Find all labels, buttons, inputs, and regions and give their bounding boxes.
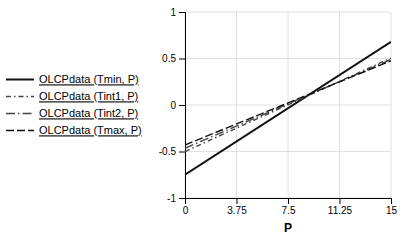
grid: [185, 12, 391, 198]
x-axis-tick-label: 11.25: [328, 205, 353, 216]
y-axis-tick-label: 0.5: [162, 53, 176, 64]
legend: OLCPdata (Tmin, P) OLCPdata (Tint1, P) OLC…: [6, 73, 142, 136]
legend-swatch: [6, 79, 34, 81]
legend-item: OLCPdata (Tmin, P): [6, 73, 139, 85]
y-axis-tick-label: -0.5: [159, 146, 177, 157]
x-axis-tick-label: 3.75: [227, 205, 247, 216]
x-axis-title: P: [284, 221, 292, 235]
y-axis-tick: 0.5: [162, 53, 185, 64]
y-axis-tick-mark: [179, 12, 185, 13]
y-axis-tick-mark: [179, 59, 185, 60]
x-axis-tick-label: 0: [183, 205, 189, 216]
x-axis-tick-mark: [340, 198, 341, 204]
legend-swatch: [6, 130, 34, 131]
y-axis-tick-label: 0: [170, 100, 176, 111]
y-axis-tick-label: 1: [170, 7, 176, 18]
y-axis-tick-mark: [179, 198, 185, 199]
x-axis-tick-label: 7.5: [282, 205, 296, 216]
grid-line: [185, 151, 391, 152]
x-axis-tick: 7.5: [282, 198, 296, 216]
x-axis-tick: 15: [386, 198, 398, 216]
x-axis-tick-label: 15: [386, 205, 398, 216]
series-line: [185, 42, 391, 175]
y-axis-tick: 1: [170, 7, 185, 18]
x-axis-tick-mark: [391, 198, 392, 204]
y-axis-tick-mark: [179, 152, 185, 153]
legend-label: OLCPdata (Tint2, P): [39, 107, 138, 119]
legend-swatch: [6, 96, 34, 97]
y-axis-tick: 0: [170, 100, 185, 111]
legend-swatch: [6, 113, 34, 114]
legend-item: OLCPdata (Tint1, P): [6, 90, 138, 102]
legend-item: OLCPdata (Tint2, P): [6, 107, 138, 119]
x-axis-tick: 11.25: [328, 198, 353, 216]
y-axis: -1 -0.5 0 0.5 1: [159, 7, 186, 204]
grid-line: [185, 12, 391, 13]
legend-item: OLCPdata (Tmax, P): [6, 124, 142, 136]
y-axis-tick: -1: [167, 193, 185, 204]
legend-label: OLCPdata (Tmin, P): [39, 73, 139, 85]
y-axis-tick-label: -1: [167, 193, 176, 204]
plot: 0 3.75 7.5 11.25 15 -1 -0.5 0 0.5 1: [159, 7, 398, 216]
chart: 0 3.75 7.5 11.25 15 -1 -0.5 0 0.5 1 P OLCPdata (Tmi…: [0, 0, 407, 238]
grid-line: [185, 58, 391, 59]
series-line: [185, 61, 391, 145]
y-axis-tick-mark: [179, 105, 185, 106]
legend-label: OLCPdata (Tmax, P): [39, 124, 142, 136]
x-axis-tick: 3.75: [227, 198, 247, 216]
lines: [185, 42, 391, 175]
x-axis-line: [186, 199, 392, 205]
x-axis-tick: 0: [183, 198, 189, 216]
x-axis-tick-mark: [288, 198, 289, 204]
y-axis-line: [179, 13, 186, 199]
x-axis-tick-mark: [237, 198, 238, 204]
series-line: [185, 58, 391, 151]
legend-label: OLCPdata (Tint1, P): [39, 90, 138, 102]
y-axis-tick: -0.5: [159, 146, 185, 157]
series-line: [185, 59, 391, 148]
x-axis: 0 3.75 7.5 11.25 15: [183, 198, 398, 216]
